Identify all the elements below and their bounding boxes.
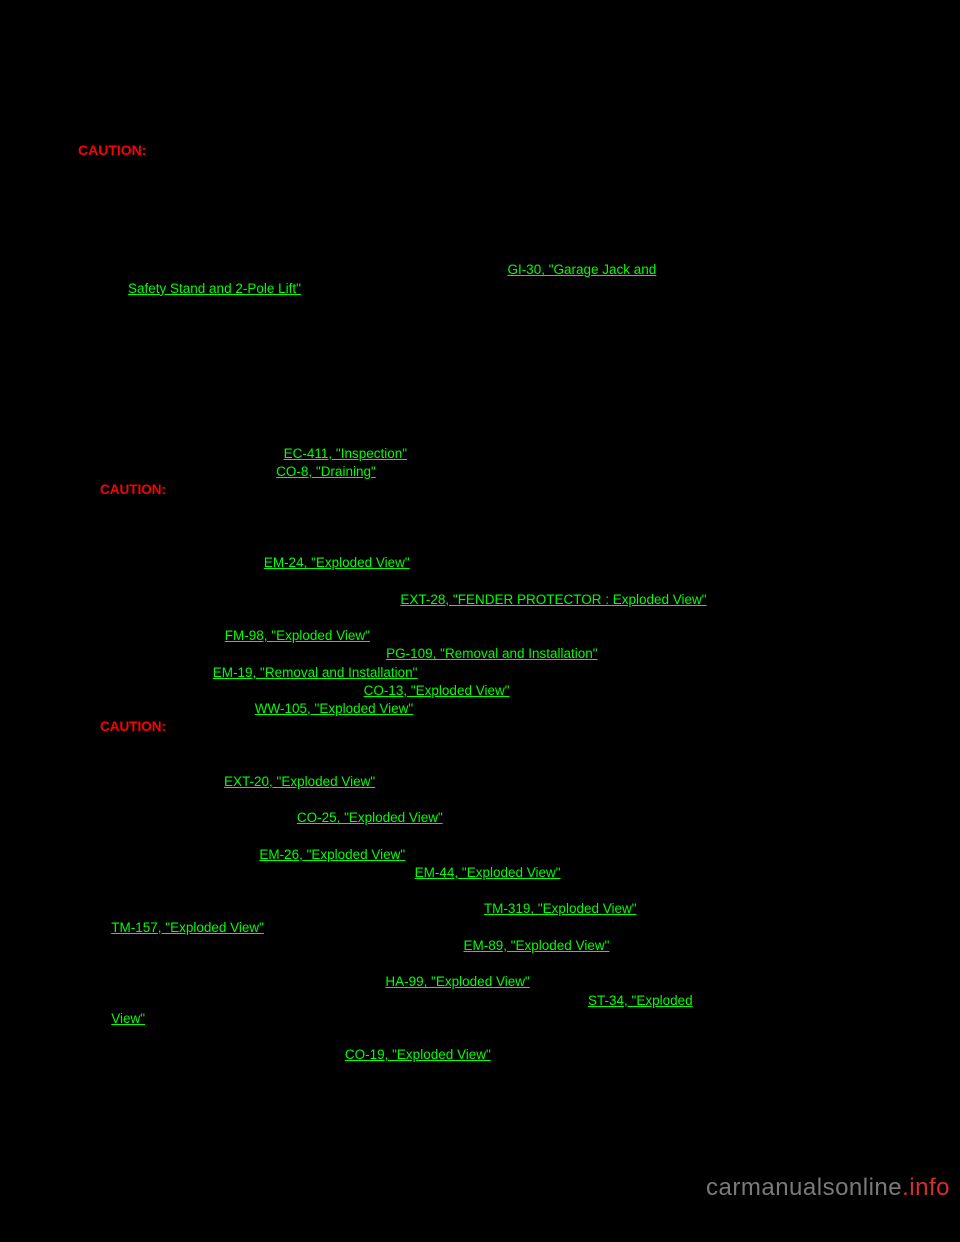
caution-1-line1: • Place the vehicle on a level surface w… bbox=[78, 164, 573, 179]
header-right-2: < ENGINE ASSEMBLY > bbox=[745, 44, 900, 60]
link-ext28[interactable]: EXT-28, "FENDER PROTECTOR : Exploded Vie… bbox=[400, 592, 706, 607]
note-bullet-2: • Only the removal procedure for the man… bbox=[78, 244, 899, 259]
outline-step-4: 4. Disconnect the following. bbox=[78, 1028, 900, 1046]
link-gi30b[interactable]: Safety Stand and 2-Pole Lift" bbox=[78, 281, 301, 296]
prep-1: 1. Remove engine under cover. bbox=[78, 372, 266, 387]
outline-caution-3: CAUTION: When components such as the rad… bbox=[78, 718, 900, 773]
outline-title: WORK OUTLINE bbox=[78, 426, 188, 442]
info-id: INFOID:0000000012430910 bbox=[744, 108, 900, 128]
outline-step-3: 3. Remove the following parts. bbox=[78, 536, 900, 554]
section-title: Removal and Installation bbox=[78, 108, 302, 130]
outline-step4-parts: • Heater hose from engine side: Refer to… bbox=[78, 1046, 900, 1064]
link-ec411[interactable]: EC-411, "Inspection" bbox=[284, 446, 407, 461]
outline-parts-list-1: • Air cleaner case: Refer to EM-24, "Exp… bbox=[78, 554, 900, 718]
link-ext20[interactable]: EXT-20, "Exploded View" bbox=[224, 774, 375, 789]
prep-2: 2. Remove engine cover. bbox=[78, 390, 227, 405]
note-bullet-3: • For supporting positions of the lifter… bbox=[78, 262, 656, 277]
link-tm157[interactable]: TM-157, "Exploded View" bbox=[111, 920, 264, 935]
link-em44[interactable]: EM-44, "Exploded View" bbox=[415, 865, 561, 880]
caution-1: CAUTION: • Place the vehicle on a level … bbox=[78, 140, 900, 203]
outline-step-2: 2. Drain engine coolant. Refer to CO-8, … bbox=[78, 463, 900, 481]
outline-step-1: 1. Release fuel pressure. Refer to EC-41… bbox=[78, 445, 900, 463]
link-tm319[interactable]: TM-319, "Exploded View" bbox=[484, 901, 637, 916]
link-co13[interactable]: CO-13, "Exploded View" bbox=[364, 683, 510, 698]
link-em24[interactable]: EM-24, "Exploded View" bbox=[264, 555, 410, 570]
link-co8[interactable]: CO-8, "Draining" bbox=[276, 464, 376, 479]
link-fm98[interactable]: FM-98, "Exploded View" bbox=[225, 628, 370, 643]
page-number: EM-80 bbox=[78, 24, 119, 40]
work-outline-section: WORK OUTLINE 1. Release fuel pressure. R… bbox=[78, 424, 900, 1064]
outline-caution-2: CAUTION: • Never spill engine coolant on… bbox=[78, 481, 900, 536]
link-ww105[interactable]: WW-105, "Exploded View" bbox=[255, 701, 413, 716]
prep-title: PREPARATION bbox=[78, 352, 178, 368]
note-1: NOTE: • The engine, the transaxle and th… bbox=[78, 204, 900, 298]
link-st34a[interactable]: ST-34, "Exploded bbox=[588, 993, 693, 1008]
note-bullet-1: • The engine, the transaxle and the fron… bbox=[78, 226, 898, 241]
link-gi30a[interactable]: GI-30, "Garage Jack and bbox=[507, 262, 656, 277]
caution-1-line2: • Never remove support horizontal member… bbox=[78, 185, 611, 200]
link-co25[interactable]: CO-25, "Exploded View" bbox=[297, 810, 443, 825]
link-em89[interactable]: EM-89, "Exploded View" bbox=[463, 938, 609, 953]
link-pg109[interactable]: PG-109, "Removal and Installation" bbox=[386, 646, 597, 661]
caution-label: CAUTION: bbox=[78, 142, 146, 158]
link-ha99[interactable]: HA-99, "Exploded View" bbox=[385, 974, 529, 989]
outline-parts-list-2: • Front grill: Refer to EXT-20, "Explode… bbox=[78, 773, 900, 1028]
link-em26[interactable]: EM-26, "Exploded View" bbox=[259, 847, 405, 862]
watermark: carmanualsonline.info bbox=[706, 1174, 950, 1202]
header-left-2: ENGINE ASSEMBLY bbox=[78, 44, 221, 61]
preparation-section: PREPARATION 1. Remove engine under cover… bbox=[78, 350, 900, 407]
header-right-1: UNIT REMOVAL AND INSTALLATION bbox=[657, 24, 900, 40]
link-st34b[interactable]: View" bbox=[111, 1011, 145, 1026]
link-co19[interactable]: CO-19, "Exploded View" bbox=[345, 1047, 491, 1062]
link-em19[interactable]: EM-19, "Removal and Installation" bbox=[213, 665, 418, 680]
note-label: NOTE: bbox=[78, 206, 122, 222]
